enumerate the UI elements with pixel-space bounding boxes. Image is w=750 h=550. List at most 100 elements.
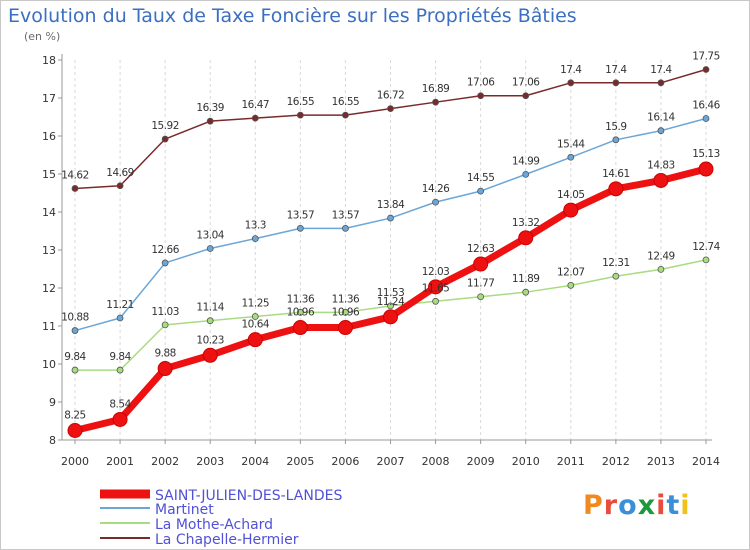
data-label: 16.55	[332, 96, 360, 108]
data-label: 13.04	[196, 229, 224, 241]
data-label: 10.23	[196, 334, 224, 346]
data-label: 16.39	[196, 102, 224, 114]
data-label: 11.14	[196, 302, 224, 314]
data-label: 17.06	[467, 77, 495, 89]
data-point	[71, 327, 79, 334]
data-label: 11.24	[377, 296, 405, 308]
data-point	[653, 172, 669, 188]
y-tick-label: 15	[42, 168, 56, 181]
data-point	[518, 230, 534, 246]
data-label: 14.69	[106, 167, 134, 179]
data-point	[296, 111, 304, 119]
data-label: 13.32	[512, 217, 540, 229]
data-label: 11.65	[422, 282, 450, 294]
data-point	[473, 256, 489, 272]
data-label: 14.61	[602, 168, 630, 180]
unit-label: (en %)	[24, 30, 61, 43]
x-tick-label: 2005	[286, 455, 314, 468]
data-label: 11.53	[377, 287, 405, 299]
data-point	[116, 314, 124, 322]
data-label: 12.07	[557, 266, 585, 278]
data-label: 8.54	[109, 398, 131, 410]
data-point	[387, 214, 394, 222]
data-point	[702, 256, 710, 264]
data-label: 12.66	[151, 244, 179, 256]
data-label: 12.49	[647, 250, 675, 262]
legend-label: La Chapelle-Hermier	[155, 532, 299, 548]
data-label: 14.83	[647, 159, 675, 171]
data-point	[296, 224, 304, 232]
data-label: 16.72	[377, 90, 405, 102]
data-point	[567, 153, 575, 161]
data-point	[206, 245, 214, 252]
data-point	[702, 115, 710, 122]
data-point	[383, 309, 398, 325]
x-tick-label: 2014	[692, 455, 720, 468]
data-label: 11.03	[151, 306, 179, 318]
data-label: 10.96	[332, 307, 360, 319]
data-point	[612, 79, 620, 87]
data-point	[116, 182, 124, 190]
data-label: 15.9	[605, 121, 626, 133]
data-point	[428, 279, 444, 295]
data-label: 17.4	[605, 64, 627, 76]
y-tick-label: 18	[42, 54, 56, 67]
x-tick-label: 2009	[467, 455, 495, 468]
data-point	[157, 361, 173, 377]
data-point	[432, 198, 439, 206]
data-label: 9.84	[109, 351, 131, 363]
y-tick-label: 12	[42, 282, 56, 295]
data-label: 14.55	[467, 172, 495, 184]
y-tick-label: 8	[49, 434, 56, 447]
data-point	[251, 313, 259, 320]
chart-title: Evolution du Taux de Taxe Foncière sur l…	[8, 5, 577, 27]
data-point	[477, 293, 485, 301]
legend-label: Martinet	[155, 502, 214, 518]
y-tick-label: 10	[42, 358, 56, 371]
y-tick-label: 11	[42, 320, 56, 333]
y-tick-label: 14	[42, 206, 56, 219]
data-label: 12.03	[422, 266, 450, 278]
data-label: 11.21	[106, 299, 134, 311]
data-label: 11.25	[242, 298, 270, 310]
x-tick-label: 2007	[377, 455, 405, 468]
x-tick-label: 2013	[647, 455, 675, 468]
data-point	[567, 79, 575, 87]
data-point	[206, 117, 214, 125]
data-label: 17.06	[512, 77, 540, 89]
data-point	[342, 111, 349, 119]
data-label: 9.88	[154, 348, 175, 360]
data-label: 15.13	[692, 148, 720, 160]
data-label: 14.99	[512, 155, 540, 167]
x-tick-label: 2002	[151, 455, 179, 468]
data-point	[612, 136, 620, 144]
data-label: 15.44	[557, 138, 585, 150]
y-tick-label: 16	[42, 130, 56, 143]
data-label: 17.4	[650, 64, 672, 76]
data-point	[698, 161, 714, 177]
data-point	[251, 235, 259, 243]
y-tick-label: 9	[49, 396, 56, 409]
data-label: 11.89	[512, 273, 540, 285]
data-point	[337, 320, 353, 336]
y-tick-label: 17	[42, 92, 56, 105]
data-label: 10.88	[61, 312, 89, 324]
data-point	[657, 127, 665, 135]
data-label: 16.14	[647, 112, 675, 124]
data-point	[296, 308, 304, 316]
data-point	[292, 320, 308, 336]
data-label: 13.84	[377, 199, 405, 211]
data-point	[71, 185, 79, 192]
data-point	[432, 98, 439, 106]
data-point	[522, 92, 530, 100]
data-label: 16.46	[692, 100, 720, 112]
y-tick-label: 13	[42, 244, 56, 257]
data-label: 8.25	[64, 410, 85, 422]
data-label: 14.05	[557, 189, 585, 201]
data-point	[342, 224, 349, 232]
data-label: 11.77	[467, 278, 495, 290]
x-tick-label: 2011	[557, 455, 585, 468]
data-label: 16.55	[287, 96, 315, 108]
data-label: 17.75	[692, 51, 720, 63]
